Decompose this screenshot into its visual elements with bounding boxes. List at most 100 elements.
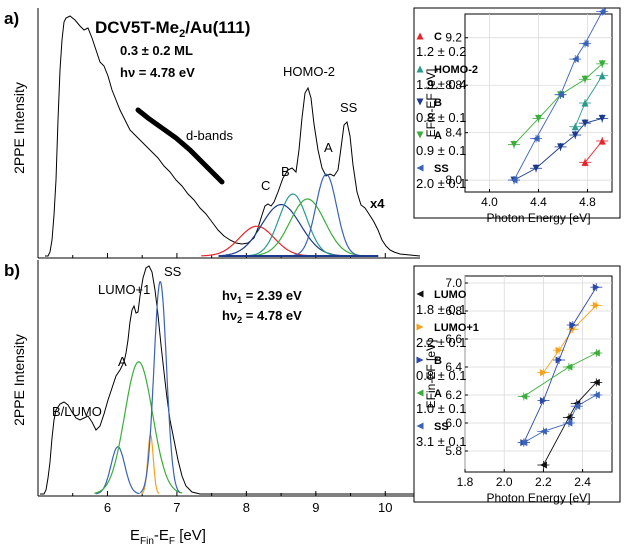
legend-slope-SS: 3.1 ± 0.1 xyxy=(416,434,467,449)
point-SS xyxy=(598,8,606,16)
point-SS xyxy=(573,402,581,410)
series-line-LUMO1 xyxy=(543,305,597,373)
x-tick-label-10: 10 xyxy=(378,500,392,515)
legend-slope-C: 1.2 ± 0.2 xyxy=(416,44,467,59)
peak-label-SS: SS xyxy=(340,100,358,115)
hv1-line: hν1 = 2.39 eV xyxy=(222,288,302,305)
peak-label-HOMO-2: HOMO-2 xyxy=(283,64,335,79)
point-A xyxy=(565,363,573,371)
series-line-SS xyxy=(513,11,603,181)
legend-name-B: B xyxy=(434,97,442,109)
panel-a-spectrum xyxy=(45,15,421,257)
point-A xyxy=(520,392,528,400)
legend-slope-A: 0.9 ± 0.1 xyxy=(416,143,467,158)
point-HOMO2 xyxy=(598,72,606,80)
point-SS xyxy=(539,427,547,435)
inset-b-frame xyxy=(413,265,621,503)
inset-ylabel: EFin-EF [eV] xyxy=(424,69,438,138)
peak-label-SS-b: SS xyxy=(164,264,182,279)
legend-slope-B: 0.8 ± 0.1 xyxy=(416,110,467,125)
point-SS xyxy=(532,135,540,143)
inset-y-tick-label: 6.6 xyxy=(445,332,462,346)
hv2-value: = 4.78 eV xyxy=(242,308,302,323)
legend-marker-B xyxy=(416,356,424,364)
point-B xyxy=(581,119,589,127)
panel-a-title: DCV5T-Me2/Au(111) xyxy=(95,18,250,40)
inset-y-tick-label: 6.4 xyxy=(445,360,462,374)
legend-name-C: C xyxy=(434,31,442,43)
panel-a-ylabel: 2PPE Intensity xyxy=(11,82,27,174)
point-LUMO xyxy=(592,378,600,386)
x4-label: x4 xyxy=(370,196,385,211)
legend-name-HOMO2: HOMO-2 xyxy=(434,64,478,76)
inset-y-tick-label: 8.0 xyxy=(445,173,462,187)
peak-b-SS xyxy=(139,280,181,494)
legend-marker-SS xyxy=(416,422,424,430)
legend-name-SS: SS xyxy=(434,163,449,175)
x-tick-label-7: 7 xyxy=(173,500,180,515)
hv2-subscript: 2 xyxy=(237,315,242,325)
point-SS xyxy=(592,391,600,399)
point-LUMO xyxy=(539,461,547,469)
legend-name-B: B xyxy=(434,355,442,367)
panel-b-x-ticks: 6 7 8 9 10 xyxy=(72,491,393,515)
point-A xyxy=(598,60,606,68)
d-bands-label: d-bands xyxy=(186,128,233,143)
point-SS xyxy=(510,176,518,184)
hv1-subscript: 1 xyxy=(237,295,242,305)
title-tail: /Au(111) xyxy=(185,18,250,37)
x-tick-label-9: 9 xyxy=(312,500,319,515)
inset-x-tick-label: 4.8 xyxy=(579,195,596,209)
peak-label-C: C xyxy=(261,178,270,193)
legend-marker-SS xyxy=(416,164,424,172)
series-line-B xyxy=(513,117,603,181)
peak-label-B: B xyxy=(281,164,290,179)
point-SS xyxy=(557,91,565,99)
title-subscript: 2 xyxy=(179,28,185,40)
hv1-symbol: hν xyxy=(222,288,237,303)
inset-a-plot: 4.0 4.4 4.8 8.0 8.4 8.8 9.2 Photon Energy [eV] E… xyxy=(424,7,613,225)
series-line-C xyxy=(584,140,603,163)
x-label-sub1: Fin xyxy=(140,536,154,547)
peak-SS xyxy=(292,173,360,257)
legend-slope-A: 1.0 ± 0.1 xyxy=(416,401,467,416)
panel-a: a) 2PPE Intensity d-bands C B HOMO-2 A S… xyxy=(4,7,621,259)
inset-x-tick-label: 2.4 xyxy=(574,475,591,489)
inset-a: 4.0 4.4 4.8 8.0 8.4 8.8 9.2 Photon Energy [eV] E… xyxy=(413,7,621,225)
peak-label-A: A xyxy=(324,140,333,155)
inset-y-tick-label: 7.0 xyxy=(445,276,462,290)
point-B xyxy=(571,131,579,139)
legend-marker-C xyxy=(416,32,424,40)
peak-B xyxy=(218,204,343,257)
panel-b-spectrum xyxy=(40,265,420,495)
point-B xyxy=(555,356,563,364)
x-label-E: E xyxy=(130,527,140,544)
inset-xlabel: Photon Energy [eV] xyxy=(486,211,590,225)
point-A xyxy=(510,141,518,149)
legend-marker-LUMO1 xyxy=(416,323,424,331)
peak-C xyxy=(201,225,312,257)
point-C xyxy=(598,137,606,145)
inset-y-tick-label: 6.8 xyxy=(445,304,462,318)
peak-HOMO-2 xyxy=(248,193,337,257)
point-HOMO2 xyxy=(571,123,579,131)
coverage: 0.3 ± 0.2 ML xyxy=(120,43,193,58)
inset-x-tick-label: 1.8 xyxy=(457,475,474,489)
point-SS xyxy=(571,55,579,63)
legend-name-LUMO: LUMO xyxy=(434,289,467,301)
inset-x-tick-label: 2.2 xyxy=(535,475,552,489)
legend-name-A: A xyxy=(434,130,442,142)
point-LUMO1 xyxy=(539,369,547,377)
d-bands-marker xyxy=(135,107,225,185)
point-SS xyxy=(520,439,528,447)
point-B xyxy=(569,321,577,329)
point-HOMO2 xyxy=(581,99,589,107)
hv2-line: hν2 = 4.78 eV xyxy=(222,308,302,325)
panel-b-label: b) xyxy=(4,261,20,280)
hv1-value: = 2.39 eV xyxy=(242,288,302,303)
legend-slope-B: 0.8 ± 0.1 xyxy=(416,368,467,383)
point-B xyxy=(532,164,540,172)
title-main: DCV5T-Me xyxy=(95,18,179,37)
legend-marker-HOMO2 xyxy=(416,65,424,73)
